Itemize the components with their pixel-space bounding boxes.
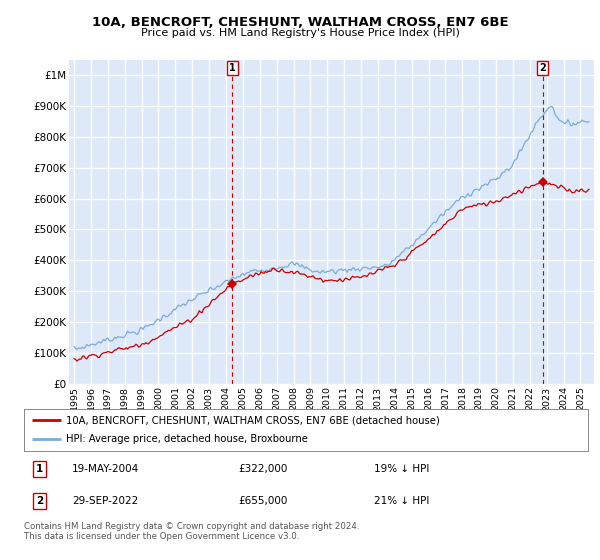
Text: 10A, BENCROFT, CHESHUNT, WALTHAM CROSS, EN7 6BE: 10A, BENCROFT, CHESHUNT, WALTHAM CROSS, … (92, 16, 508, 29)
Text: £655,000: £655,000 (238, 496, 287, 506)
Text: 19-MAY-2004: 19-MAY-2004 (72, 464, 139, 474)
Text: 2: 2 (539, 63, 546, 73)
Text: 1: 1 (36, 464, 43, 474)
Text: Contains HM Land Registry data © Crown copyright and database right 2024.
This d: Contains HM Land Registry data © Crown c… (24, 522, 359, 542)
Text: £322,000: £322,000 (238, 464, 287, 474)
Text: 1: 1 (229, 63, 236, 73)
Text: 21% ↓ HPI: 21% ↓ HPI (374, 496, 429, 506)
Text: 29-SEP-2022: 29-SEP-2022 (72, 496, 138, 506)
Text: 10A, BENCROFT, CHESHUNT, WALTHAM CROSS, EN7 6BE (detached house): 10A, BENCROFT, CHESHUNT, WALTHAM CROSS, … (66, 415, 440, 425)
Text: Price paid vs. HM Land Registry's House Price Index (HPI): Price paid vs. HM Land Registry's House … (140, 28, 460, 38)
Text: HPI: Average price, detached house, Broxbourne: HPI: Average price, detached house, Brox… (66, 435, 308, 445)
Text: 2: 2 (36, 496, 43, 506)
Text: 19% ↓ HPI: 19% ↓ HPI (374, 464, 429, 474)
